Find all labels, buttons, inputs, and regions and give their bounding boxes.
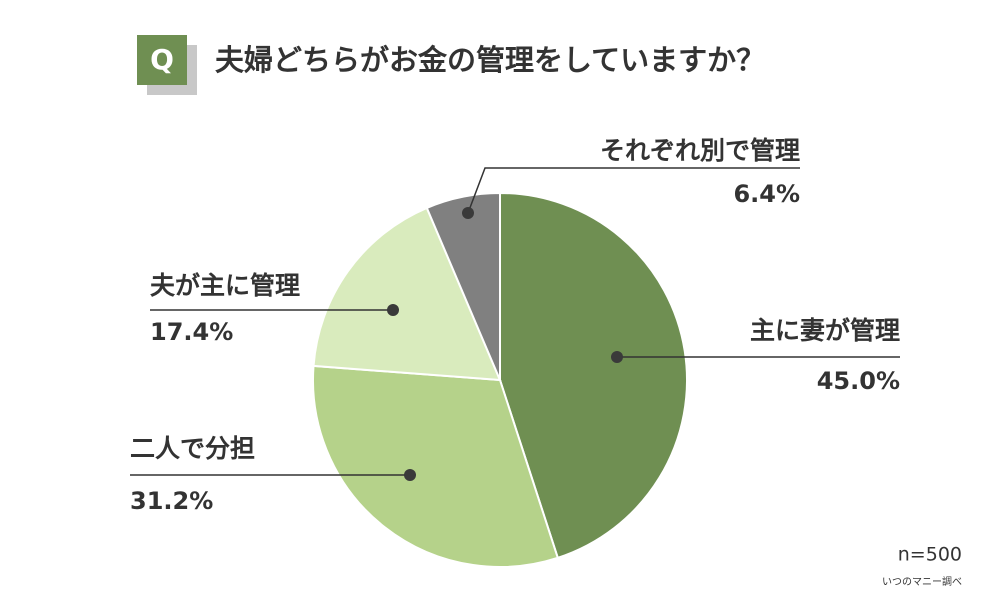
pie-slice: [312, 206, 502, 382]
leader-dot: [387, 304, 399, 316]
leader-dot: [404, 469, 416, 481]
chart-title: 夫婦どちらがお金の管理をしていますか？: [215, 43, 765, 77]
leader-dot: [462, 207, 474, 219]
value-label: 17.4%: [150, 318, 233, 346]
badge: [137, 35, 187, 85]
slice-label: 二人で分担: [130, 434, 255, 463]
pie-slice: [312, 364, 560, 568]
leader-line: [467, 167, 800, 214]
badge-text: Q: [150, 43, 174, 76]
pie-slice: [499, 191, 688, 560]
pie-slice: [425, 191, 501, 381]
leader-dot: [611, 351, 623, 363]
source: いつのマニー調べ: [882, 575, 962, 588]
slice-label: それぞれ別で管理: [600, 136, 800, 165]
sample-size: n=500: [898, 544, 962, 566]
value-label: 6.4%: [733, 180, 800, 208]
slice-label: 主に妻が管理: [750, 316, 900, 345]
value-label: 31.2%: [130, 487, 213, 515]
slice-label: 夫が主に管理: [150, 271, 300, 300]
value-label: 45.0%: [817, 367, 900, 395]
